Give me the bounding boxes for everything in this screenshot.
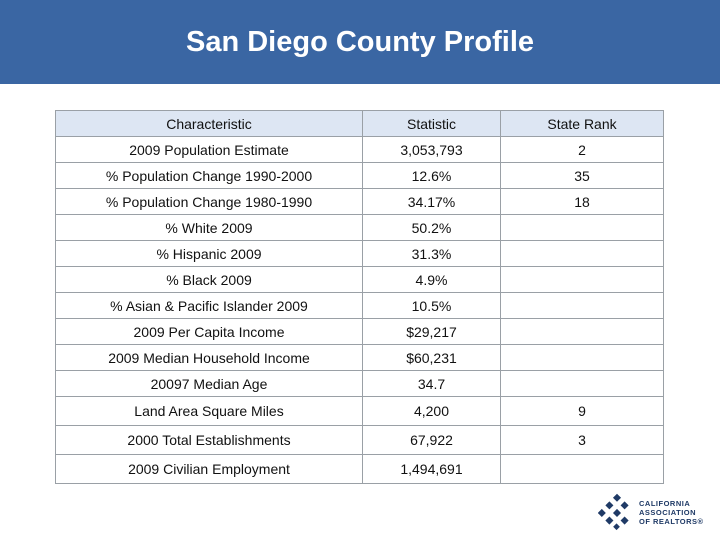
cell-statistic: 1,494,691 xyxy=(362,454,501,484)
cell-state-rank: 9 xyxy=(500,396,664,426)
cell-statistic: 10.5% xyxy=(362,292,501,319)
cell-statistic: 34.17% xyxy=(362,188,501,215)
cell-state-rank xyxy=(500,240,664,267)
cell-state-rank: 18 xyxy=(500,188,664,215)
cell-characteristic: % White 2009 xyxy=(55,214,363,241)
column-header-statistic: Statistic xyxy=(362,110,501,137)
cell-state-rank xyxy=(500,344,664,371)
cell-characteristic: Land Area Square Miles xyxy=(55,396,363,426)
cell-statistic: 12.6% xyxy=(362,162,501,189)
car-logo: CALIFORNIA ASSOCIATION OF REALTORS® xyxy=(598,491,708,533)
table-row: % White 2009 50.2% xyxy=(55,214,664,241)
table-row: % Population Change 1990-2000 12.6% 35 xyxy=(55,162,664,189)
cell-characteristic: % Hispanic 2009 xyxy=(55,240,363,267)
cell-statistic: 4,200 xyxy=(362,396,501,426)
table-row: Land Area Square Miles 4,200 9 xyxy=(55,396,664,426)
cell-characteristic: % Population Change 1980-1990 xyxy=(55,188,363,215)
cell-state-rank: 3 xyxy=(500,425,664,455)
cell-state-rank xyxy=(500,214,664,241)
car-logo-icon xyxy=(598,493,629,531)
cell-statistic: 31.3% xyxy=(362,240,501,267)
cell-statistic: 4.9% xyxy=(362,266,501,293)
column-header-characteristic: Characteristic xyxy=(55,110,363,137)
cell-statistic: $60,231 xyxy=(362,344,501,371)
cell-state-rank: 35 xyxy=(500,162,664,189)
cell-statistic: 50.2% xyxy=(362,214,501,241)
cell-state-rank xyxy=(500,318,664,345)
column-header-state-rank: State Rank xyxy=(500,110,664,137)
cell-characteristic: % Asian & Pacific Islander 2009 xyxy=(55,292,363,319)
cell-characteristic: 20097 Median Age xyxy=(55,370,363,397)
profile-table: Characteristic Statistic State Rank 2009… xyxy=(55,110,664,484)
logo-line-3: OF REALTORS® xyxy=(639,516,704,526)
table-header-row: Characteristic Statistic State Rank xyxy=(55,110,664,137)
cell-state-rank xyxy=(500,370,664,397)
table-row: 2009 Population Estimate 3,053,793 2 xyxy=(55,136,664,163)
table-row: % Asian & Pacific Islander 2009 10.5% xyxy=(55,292,664,319)
cell-statistic: $29,217 xyxy=(362,318,501,345)
cell-state-rank xyxy=(500,266,664,293)
cell-statistic: 3,053,793 xyxy=(362,136,501,163)
cell-characteristic: 2009 Population Estimate xyxy=(55,136,363,163)
cell-statistic: 34.7 xyxy=(362,370,501,397)
logo-text: CALIFORNIA ASSOCIATION OF REALTORS® xyxy=(639,499,704,526)
table-row: 2009 Civilian Employment 1,494,691 xyxy=(55,454,664,484)
cell-state-rank: 2 xyxy=(500,136,664,163)
cell-characteristic: 2009 Civilian Employment xyxy=(55,454,363,484)
cell-characteristic: 2000 Total Establishments xyxy=(55,425,363,455)
table-row: 20097 Median Age 34.7 xyxy=(55,370,664,397)
table-row: % Hispanic 2009 31.3% xyxy=(55,240,664,267)
cell-characteristic: % Black 2009 xyxy=(55,266,363,293)
cell-state-rank xyxy=(500,454,664,484)
cell-characteristic: 2009 Per Capita Income xyxy=(55,318,363,345)
cell-characteristic: % Population Change 1990-2000 xyxy=(55,162,363,189)
logo-line-2: ASSOCIATION xyxy=(639,507,697,517)
table-row: % Population Change 1980-1990 34.17% 18 xyxy=(55,188,664,215)
page-title: San Diego County Profile xyxy=(185,25,535,58)
table-row: 2009 Median Household Income $60,231 xyxy=(55,344,664,371)
table-row: 2009 Per Capita Income $29,217 xyxy=(55,318,664,345)
table-row: % Black 2009 4.9% xyxy=(55,266,664,293)
cell-state-rank xyxy=(500,292,664,319)
cell-characteristic: 2009 Median Household Income xyxy=(55,344,363,371)
cell-statistic: 67,922 xyxy=(362,425,501,455)
logo-line-1: CALIFORNIA xyxy=(639,498,691,508)
table-row: 2000 Total Establishments 67,922 3 xyxy=(55,425,664,455)
title-banner: San Diego County Profile xyxy=(0,0,720,84)
